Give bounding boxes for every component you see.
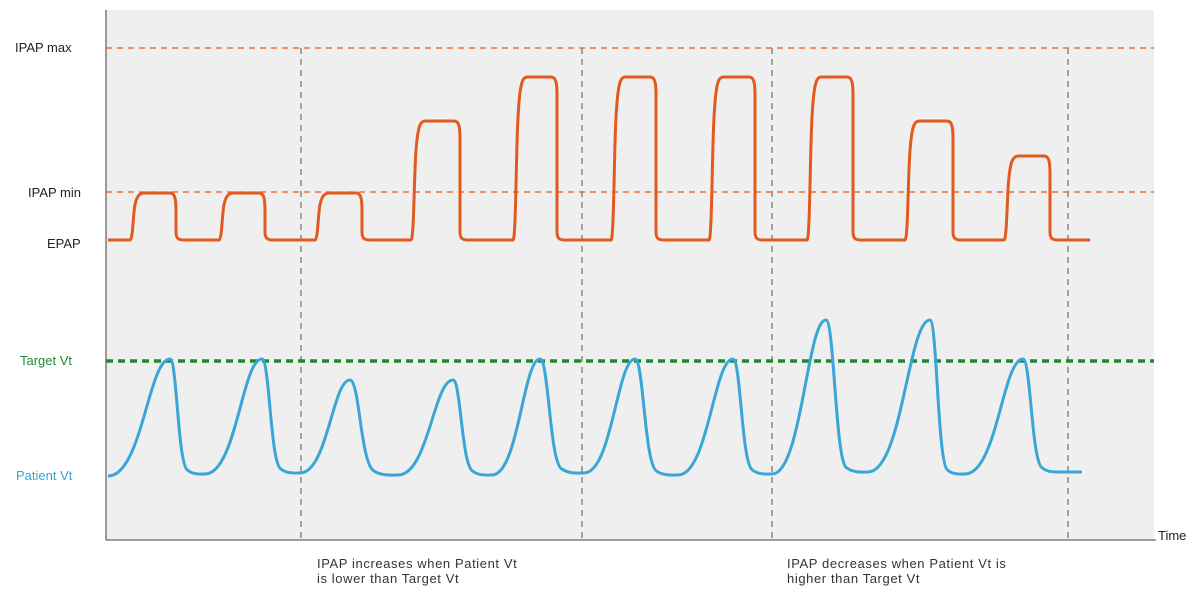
ipap-decrease-note: IPAP decreases when Patient Vt is higher… [787, 556, 1006, 586]
ipap-decrease-line-2: higher than Target Vt [787, 571, 921, 586]
ipap-increase-line-1: IPAP increases when Patient Vt [317, 556, 518, 571]
ipap-increase-line-2: is lower than Target Vt [317, 571, 460, 586]
patient-vt-waveform [107, 318, 1082, 478]
ipap-increase-note: IPAP increases when Patient Vt is lower … [317, 556, 517, 586]
ipap-min-label: IPAP min [28, 185, 81, 200]
target-vt-label: Target Vt [20, 353, 73, 368]
plot-background [106, 10, 1154, 540]
epap-label: EPAP [47, 236, 81, 251]
pressure-waveform [108, 75, 1090, 242]
time-axis-label: Time [1158, 528, 1187, 543]
patient-vt-label: Patient Vt [16, 468, 73, 483]
ipap-decrease-line-1: IPAP decreases when Patient Vt is [787, 556, 1007, 571]
ipap-max-label: IPAP max [15, 40, 72, 55]
phase-dividers [300, 48, 1069, 540]
